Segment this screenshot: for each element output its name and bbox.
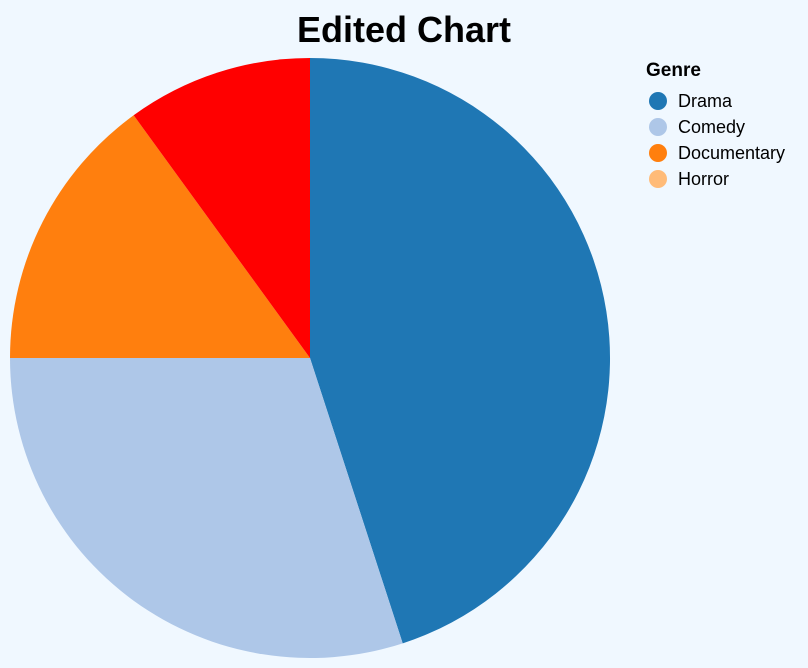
pie-slice-drama (310, 58, 611, 644)
legend-title: Genre (646, 60, 701, 81)
pie-slice-horror (133, 58, 310, 358)
pie-slices (9, 58, 611, 659)
legend-label-drama: Drama (678, 91, 733, 111)
legend-swatch-documentary (649, 144, 667, 162)
legend-swatch-horror (649, 170, 667, 188)
legend-swatch-drama (649, 92, 667, 110)
pie-slice-documentary (9, 115, 310, 358)
legend-swatch-comedy (649, 118, 667, 136)
legend-label-horror: Horror (678, 169, 729, 189)
legend-label-comedy: Comedy (678, 117, 745, 137)
pie-slice-comedy (9, 358, 403, 659)
legend-items: Drama Comedy Documentary Horror (649, 91, 785, 189)
legend: Genre Drama Comedy Documentary Horror (646, 60, 785, 189)
legend-label-documentary: Documentary (678, 143, 785, 163)
chart-title: Edited Chart (297, 9, 511, 50)
